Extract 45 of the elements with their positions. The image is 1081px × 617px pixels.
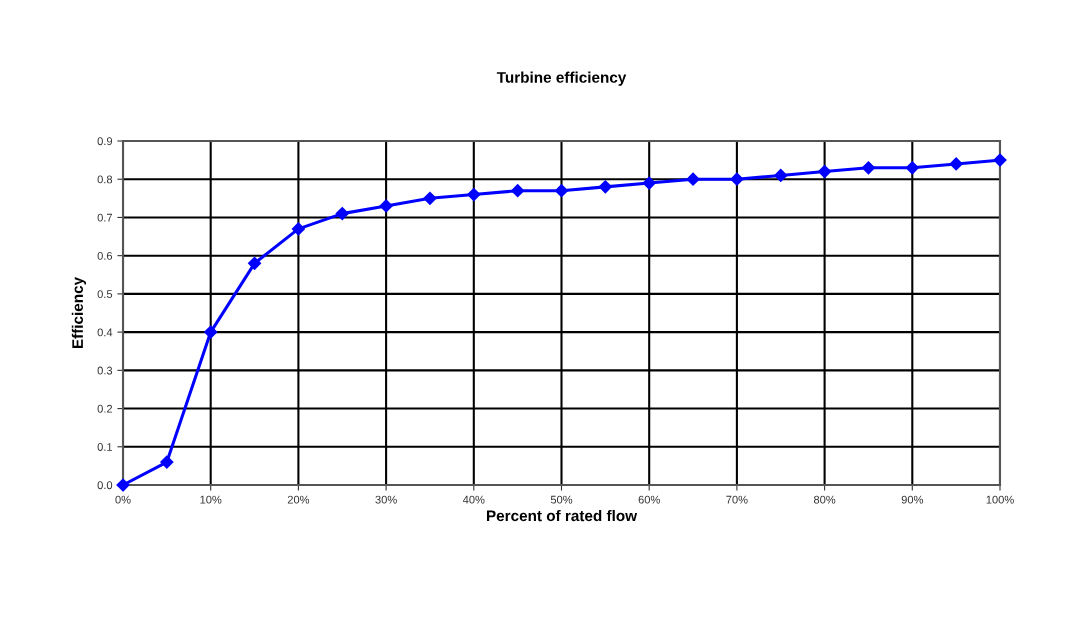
x-tick-label: 10% [200,495,222,504]
y-tick-label: 0.4 [97,328,113,337]
y-tick-label: 0.2 [97,404,113,413]
point [204,325,218,339]
x-tick-label: 20% [287,495,310,504]
point [686,172,700,186]
point [861,161,876,175]
x-axis-title: Percent of rated flow [486,509,638,522]
x-tick-label: 60% [638,495,660,504]
point [423,191,437,205]
point [993,153,1007,167]
y-tick-label: 0.3 [97,366,113,375]
x-tick-label: 40% [462,495,485,504]
point [247,256,262,270]
x-tick-label: 90% [901,495,924,504]
x-tick-label: 100% [986,495,1014,504]
x-tick-label: 50% [550,495,573,504]
y-axis-title: Efficiency [71,276,87,349]
y-tick-label: 0.1 [97,443,113,451]
y-tick-label: 0.6 [97,251,113,260]
y-tick-label: 0.5 [97,290,113,299]
y-tick-label: 0.9 [97,137,113,146]
x-tick-label: 0% [115,495,131,504]
point [554,184,569,198]
y-tick-label: 0.7 [97,213,113,222]
point [379,199,393,213]
y-tick-label: 0.8 [97,175,113,184]
point [291,222,305,236]
point [730,172,744,186]
point [905,161,919,175]
point [335,207,349,221]
point [642,176,656,190]
y-tick-label: 0.0 [97,481,113,490]
point [818,164,832,179]
x-tick-label: 30% [375,495,397,504]
chart-title: Turbine efficiency [496,71,627,86]
x-tick-label: 80% [813,495,836,504]
point [949,157,963,171]
point [116,478,130,492]
point [598,180,612,194]
point [511,184,525,198]
point [774,168,788,182]
x-tick-label: 70% [726,495,748,504]
point [467,187,481,202]
point [160,455,174,469]
